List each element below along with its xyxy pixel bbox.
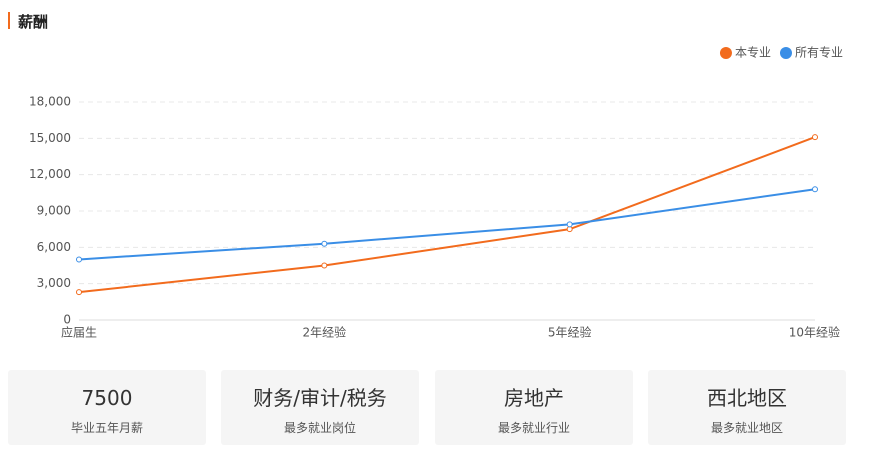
- y-tick-label: 12,000: [29, 167, 71, 181]
- stat-card: 西北地区最多就业地区: [648, 370, 846, 445]
- data-point: [812, 186, 818, 193]
- data-point: [566, 221, 573, 228]
- stat-label: 最多就业行业: [497, 421, 570, 435]
- y-tick-label: 9,000: [37, 204, 71, 218]
- y-tick-label: 3,000: [37, 276, 71, 290]
- y-tick-label: 18,000: [29, 95, 71, 109]
- stat-label: 毕业五年月薪: [70, 421, 143, 435]
- legend-label: 本专业: [735, 45, 771, 60]
- y-tick-label: 15,000: [29, 131, 71, 145]
- data-point: [321, 262, 328, 269]
- x-tick-label: 应届生: [61, 325, 97, 340]
- legend-swatch: [719, 47, 732, 59]
- stat-label: 最多就业岗位: [283, 421, 356, 435]
- stat-card: 财务/审计/税务最多就业岗位: [221, 370, 419, 445]
- data-point: [76, 289, 82, 296]
- data-point: [76, 256, 82, 263]
- x-tick-label: 5年经验: [548, 325, 592, 340]
- stat-card: 房地产 最多就业行业: [435, 370, 633, 445]
- section-title: 薪酬: [18, 13, 49, 31]
- stat-card: 7500 毕业五年月薪: [8, 370, 206, 445]
- stat-value: 7500: [81, 386, 133, 410]
- legend-label: 所有专业: [795, 45, 843, 60]
- stat-label: 最多就业地区: [710, 421, 783, 435]
- x-tick-label: 2年经验: [303, 325, 347, 340]
- series-line: [78, 188, 816, 261]
- title-accent: [8, 12, 10, 29]
- data-point: [812, 134, 818, 141]
- stat-value: 房地产: [504, 386, 564, 410]
- data-point: [321, 240, 328, 247]
- stat-value: 西北地区: [707, 386, 787, 410]
- x-tick-label: 10年经验: [789, 325, 840, 340]
- stat-value: 财务/审计/税务: [253, 386, 387, 410]
- series-line: [78, 136, 816, 294]
- data-point: [566, 226, 573, 233]
- chart: 0 3,000 6,000 9,000 12,000 15,000 18,000 应届生 2年经…: [29, 45, 843, 340]
- y-tick-label: 6,000: [37, 240, 71, 254]
- legend-swatch: [779, 47, 792, 59]
- y-tick-label: 0: [63, 313, 71, 327]
